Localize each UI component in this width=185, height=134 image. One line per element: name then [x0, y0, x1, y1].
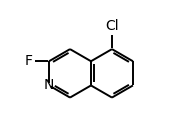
Text: F: F	[25, 54, 33, 68]
Text: Cl: Cl	[105, 19, 119, 33]
Text: N: N	[44, 78, 54, 92]
